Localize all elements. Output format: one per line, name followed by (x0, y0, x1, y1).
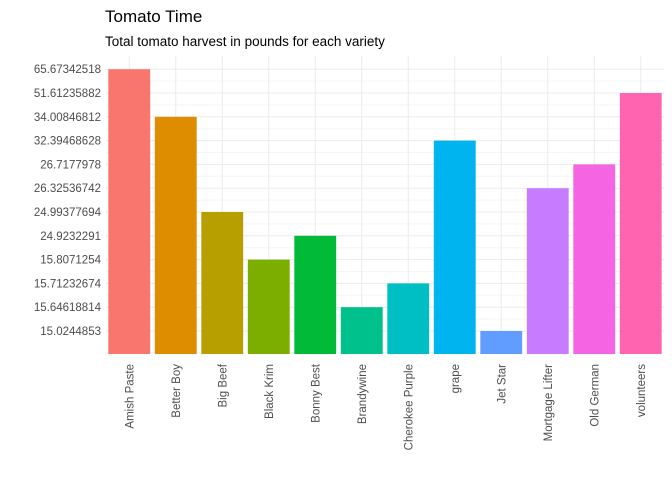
chart-title: Tomato Time (105, 7, 202, 26)
y-tick-label: 51.61235882 (34, 88, 101, 100)
x-axis-ticks: Amish Paste Better Boy Big Beef Black Krim B… (124, 363, 648, 450)
y-tick-label: 26.32536742 (34, 183, 101, 195)
bar (619, 93, 662, 354)
bar (340, 307, 383, 354)
x-tick-label: Better Boy (171, 364, 183, 418)
bar (526, 188, 569, 354)
y-axis-ticks: 15.0244853 15.64618814 15.71232674 15.80712… (34, 64, 102, 338)
y-tick-label: 65.67342518 (34, 64, 101, 76)
y-tick-label: 24.99377694 (34, 207, 102, 219)
x-tick-label: grape (450, 364, 462, 393)
y-tick-label: 24.9232291 (40, 231, 101, 243)
bar (387, 283, 430, 354)
bars (108, 69, 662, 354)
x-tick-label: Bonny Best (310, 363, 322, 423)
bar (573, 164, 616, 354)
y-tick-label: 32.39468628 (34, 136, 101, 148)
bar (201, 212, 244, 354)
chart-subtitle: Total tomato harvest in pounds for each … (105, 34, 385, 49)
y-tick-label: 34.00846812 (34, 112, 101, 124)
y-tick-label: 15.8071254 (40, 255, 101, 267)
bar (480, 331, 523, 354)
bar (247, 259, 290, 354)
y-tick-label: 15.64618814 (34, 302, 102, 314)
x-tick-label: Amish Paste (124, 364, 136, 429)
x-tick-label: Brandywine (357, 364, 369, 424)
bar (294, 235, 337, 354)
x-tick-label: Black Krim (264, 364, 276, 419)
y-tick-label: 26.7177978 (40, 159, 101, 171)
y-tick-label: 15.71232674 (34, 278, 102, 290)
x-tick-label: Mortgage Lifter (543, 364, 555, 442)
bar (154, 116, 197, 354)
bar (433, 140, 476, 354)
x-tick-label: Jet Star (496, 364, 508, 404)
x-tick-label: volunteers (636, 364, 648, 417)
x-tick-label: Cherokee Purple (403, 364, 415, 450)
y-tick-label: 15.0244853 (40, 326, 101, 338)
bar (108, 69, 151, 354)
x-tick-label: Big Beef (217, 363, 229, 407)
x-tick-label: Old German (589, 364, 601, 427)
